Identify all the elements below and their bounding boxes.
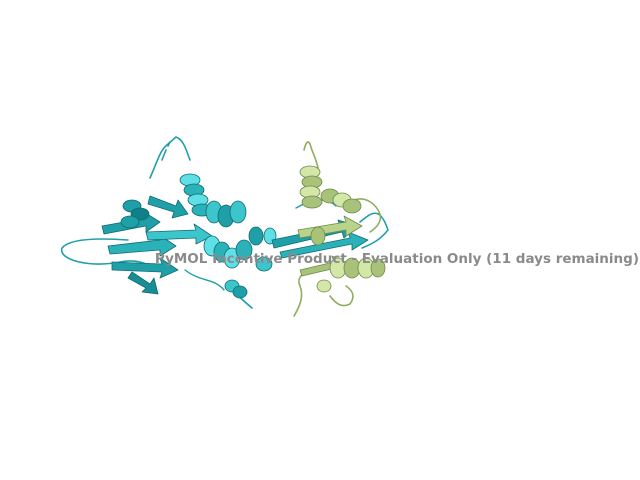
chain-b-loop <box>303 141 319 169</box>
chain-a-loop <box>149 136 191 179</box>
chain-a-loop <box>184 269 225 291</box>
chain-a-strand <box>145 223 213 245</box>
chain-a-loop <box>359 212 389 249</box>
chain-a-helix <box>224 279 248 299</box>
chain-b-helix <box>329 257 386 279</box>
chain-b-helix <box>320 188 362 214</box>
chain-b-loop <box>329 285 354 307</box>
chain-a-strand <box>279 231 369 259</box>
chain-b-helix <box>299 165 323 209</box>
chain-a-loop <box>161 141 171 161</box>
protein-chain-b <box>293 141 386 317</box>
chain-b-loop <box>353 198 382 233</box>
chain-a-helix <box>205 200 247 228</box>
chain-b-helix <box>310 226 332 293</box>
chain-a-strand <box>147 195 189 219</box>
chain-a-strand <box>111 257 179 279</box>
chain-a-helix <box>203 235 253 269</box>
chain-a-strand <box>127 271 159 295</box>
chain-a-loop <box>61 238 161 271</box>
chain-a-helix <box>120 199 150 229</box>
chain-a-helix <box>248 226 277 272</box>
